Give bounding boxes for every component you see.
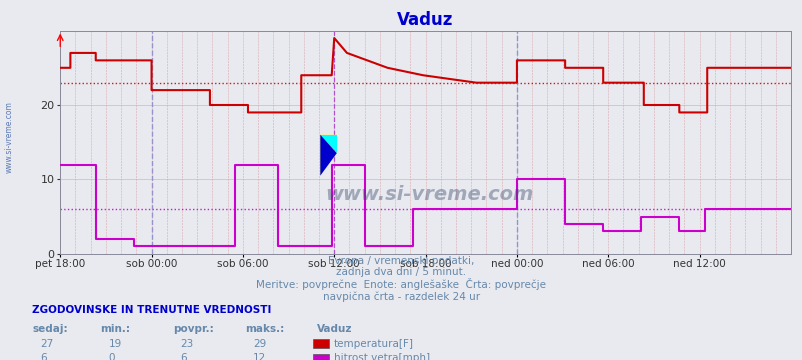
Text: Evropa / vremenski podatki,: Evropa / vremenski podatki, (328, 256, 474, 266)
Text: 0: 0 (108, 354, 115, 360)
Text: min.:: min.: (100, 324, 130, 334)
Text: www.si-vreme.com: www.si-vreme.com (325, 185, 533, 204)
Text: 6: 6 (180, 354, 187, 360)
Text: zadnja dva dni / 5 minut.: zadnja dva dni / 5 minut. (336, 267, 466, 278)
Title: Vaduz: Vaduz (397, 11, 453, 29)
Text: temperatura[F]: temperatura[F] (334, 339, 414, 349)
Text: hitrost vetra[mph]: hitrost vetra[mph] (334, 354, 430, 360)
Text: 29: 29 (253, 339, 266, 349)
Text: 12: 12 (253, 354, 266, 360)
Text: maks.:: maks.: (245, 324, 284, 334)
Text: 23: 23 (180, 339, 194, 349)
Text: navpična črta - razdelek 24 ur: navpična črta - razdelek 24 ur (322, 291, 480, 302)
Polygon shape (320, 135, 336, 176)
Text: 27: 27 (40, 339, 54, 349)
Text: sedaj:: sedaj: (32, 324, 67, 334)
Text: Vaduz: Vaduz (317, 324, 352, 334)
Polygon shape (320, 135, 336, 176)
Polygon shape (320, 135, 336, 153)
Text: 19: 19 (108, 339, 122, 349)
Text: povpr.:: povpr.: (172, 324, 213, 334)
Text: www.si-vreme.com: www.si-vreme.com (5, 101, 14, 173)
Text: Meritve: povprečne  Enote: anglešaške  Črta: povprečje: Meritve: povprečne Enote: anglešaške Črt… (256, 278, 546, 290)
Text: 6: 6 (40, 354, 47, 360)
Text: ZGODOVINSKE IN TRENUTNE VREDNOSTI: ZGODOVINSKE IN TRENUTNE VREDNOSTI (32, 305, 271, 315)
